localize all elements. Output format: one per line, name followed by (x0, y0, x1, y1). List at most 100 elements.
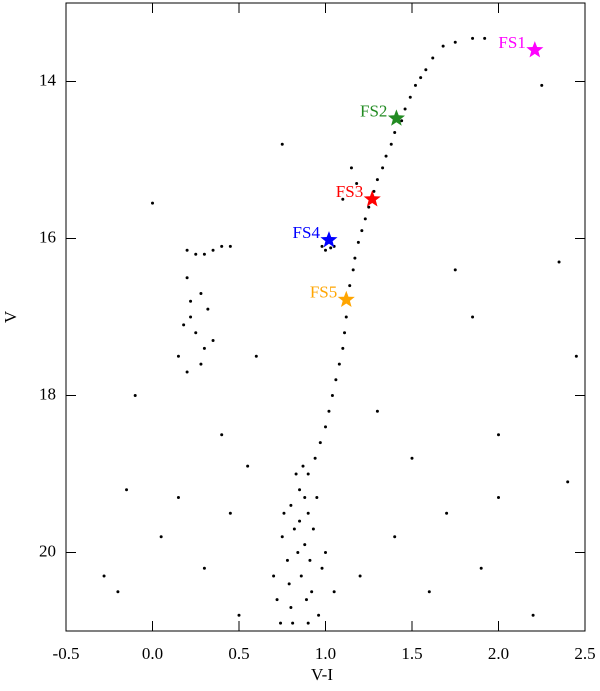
data-point (194, 252, 198, 256)
data-point (324, 551, 327, 554)
data-point (308, 558, 312, 562)
data-point (194, 331, 198, 335)
star-label: FS1 (498, 33, 525, 52)
y-tick-label: 18 (39, 384, 56, 403)
data-point (332, 590, 336, 594)
data-point (272, 574, 276, 578)
data-point (375, 178, 379, 182)
data-point (133, 394, 137, 397)
data-point (341, 346, 345, 350)
data-point (291, 621, 295, 625)
data-point (228, 511, 232, 515)
data-point (294, 472, 298, 476)
data-point (279, 621, 283, 625)
data-point (419, 76, 423, 80)
data-point (304, 598, 308, 602)
data-point (344, 315, 348, 319)
data-point (413, 83, 417, 87)
data-point (479, 566, 483, 570)
data-point (306, 472, 310, 476)
data-point (151, 201, 154, 205)
data-point (367, 205, 371, 209)
star-marker (363, 190, 381, 207)
data-point (320, 566, 324, 570)
data-point (403, 107, 407, 111)
data-point (393, 535, 397, 539)
data-point (189, 315, 193, 319)
data-point (199, 291, 203, 295)
data-point (424, 68, 428, 72)
data-point (445, 511, 449, 515)
data-point (329, 246, 333, 250)
data-point (189, 299, 193, 303)
data-point (324, 425, 327, 429)
data-point (400, 119, 404, 123)
data-point (540, 83, 544, 87)
data-point (497, 496, 500, 500)
data-point (301, 464, 305, 468)
data-point (358, 574, 362, 578)
data-point (324, 248, 327, 252)
data-point (310, 590, 314, 594)
data-point (246, 464, 250, 468)
data-point (220, 244, 224, 248)
data-point (211, 248, 215, 252)
data-point (427, 590, 431, 594)
data-point (289, 503, 293, 507)
data-point (410, 456, 414, 460)
data-point (282, 511, 286, 515)
data-point (317, 613, 321, 617)
plot-frame (65, 2, 586, 632)
data-point (102, 574, 106, 578)
data-point (356, 240, 360, 244)
data-point (318, 441, 322, 445)
data-point (320, 244, 324, 248)
data-point (298, 519, 302, 523)
data-point (185, 248, 189, 252)
data-point (327, 409, 331, 413)
data-point (330, 394, 334, 397)
data-point (220, 433, 224, 437)
data-point (206, 307, 210, 311)
data-point (348, 284, 352, 288)
y-tick-label: 14 (39, 70, 57, 89)
data-point (292, 527, 296, 531)
data-point (298, 488, 302, 492)
data-point (182, 323, 186, 327)
data-point (237, 613, 241, 617)
data-point (199, 362, 203, 366)
data-point (389, 142, 393, 146)
data-point (441, 44, 445, 48)
data-point (431, 56, 435, 60)
data-point (343, 331, 347, 335)
data-point (483, 36, 487, 40)
data-point (381, 166, 385, 170)
x-tick-label: 0.0 (142, 644, 163, 663)
data-point (285, 558, 289, 562)
star-label: FS3 (336, 182, 363, 201)
x-tick-label: -0.5 (53, 644, 80, 663)
y-tick-label: 20 (39, 541, 56, 560)
data-point (228, 244, 232, 248)
data-point (315, 496, 319, 500)
data-point (287, 582, 291, 586)
data-point (280, 142, 284, 146)
star-label: FS5 (310, 283, 337, 302)
data-point (125, 488, 129, 492)
star-label: FS2 (360, 101, 387, 120)
data-point (497, 433, 500, 437)
x-tick-label: 2.0 (488, 644, 509, 663)
data-point (303, 543, 307, 547)
data-point (393, 131, 397, 135)
data-point (280, 535, 284, 539)
star-label: FS4 (293, 223, 321, 242)
x-tick-label: 0.5 (228, 644, 249, 663)
data-point (303, 496, 307, 500)
data-point (408, 95, 412, 99)
data-point (306, 621, 310, 625)
x-tick-label: 1.0 (315, 644, 336, 663)
data-point (176, 354, 180, 358)
data-point (299, 574, 303, 578)
data-point (313, 456, 317, 460)
